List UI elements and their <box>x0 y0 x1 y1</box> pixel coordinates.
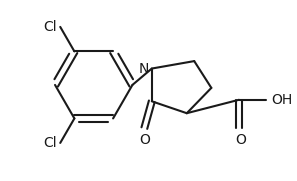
Text: OH: OH <box>271 93 292 107</box>
Text: Cl: Cl <box>43 136 56 150</box>
Text: N: N <box>138 62 149 75</box>
Text: O: O <box>235 132 246 147</box>
Text: Cl: Cl <box>43 20 56 34</box>
Text: O: O <box>139 133 150 147</box>
